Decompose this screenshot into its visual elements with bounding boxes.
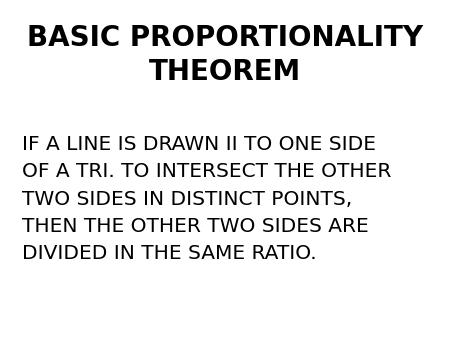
Text: BASIC PROPORTIONALITY
THEOREM: BASIC PROPORTIONALITY THEOREM (27, 24, 423, 86)
Text: IF A LINE IS DRAWN II TO ONE SIDE
OF A TRI. TO INTERSECT THE OTHER
TWO SIDES IN : IF A LINE IS DRAWN II TO ONE SIDE OF A T… (22, 135, 392, 263)
